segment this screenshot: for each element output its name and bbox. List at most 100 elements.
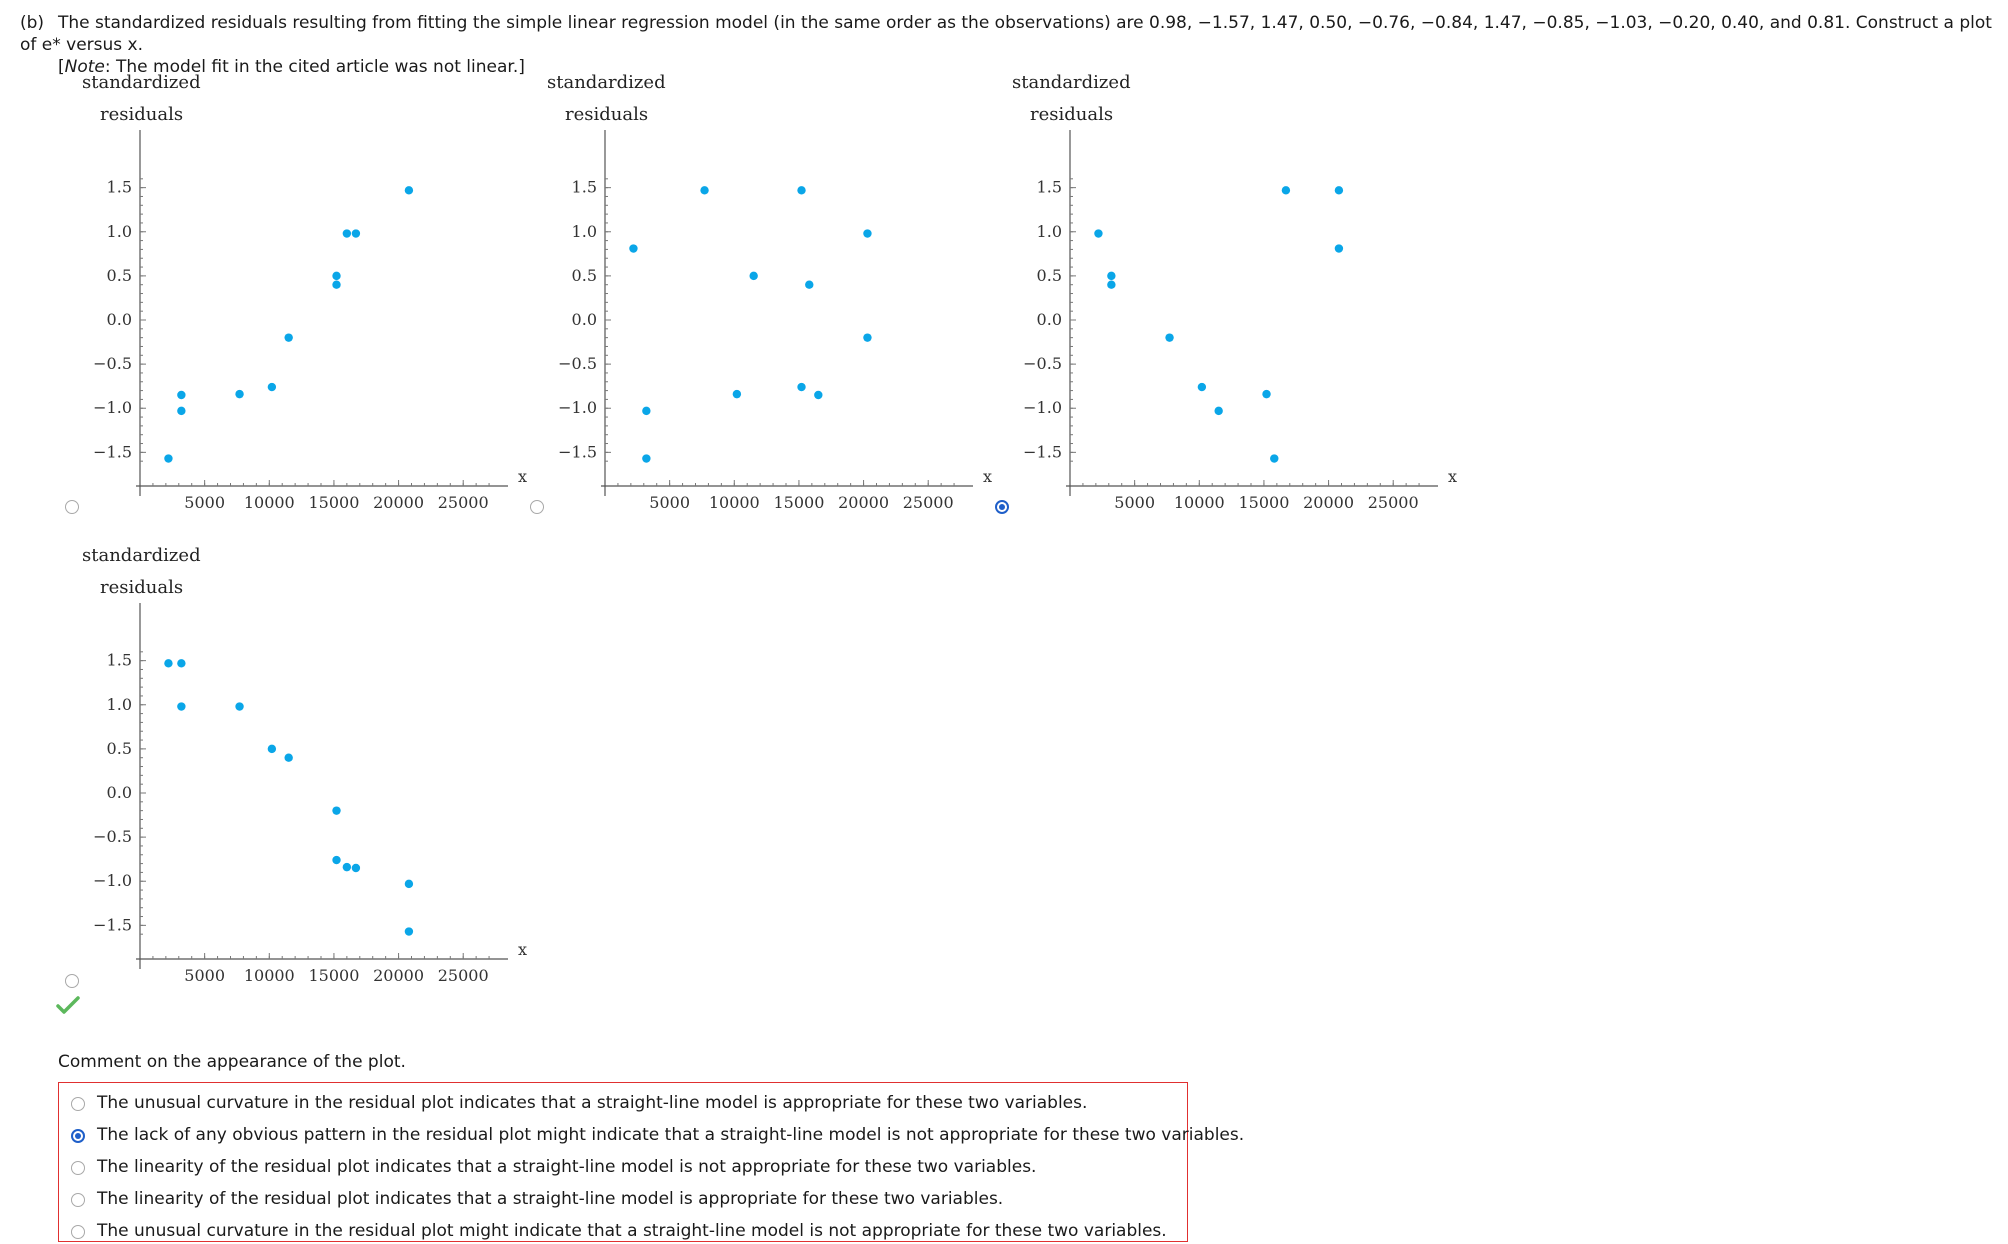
plot-option-1-radio[interactable] bbox=[65, 500, 79, 514]
data-point bbox=[235, 389, 244, 399]
data-point bbox=[863, 333, 872, 342]
plot-option-4-radio[interactable] bbox=[65, 974, 79, 988]
data-point bbox=[177, 659, 186, 668]
y-tick-label: −1.0 bbox=[93, 871, 132, 890]
comment-option-5-label: The unusual curvature in the residual pl… bbox=[97, 1221, 1167, 1241]
y-tick-label: 1.5 bbox=[572, 178, 597, 197]
y-tick-label: −1.5 bbox=[1023, 442, 1062, 461]
residual-plot-option-2: standardized residuals 1.5 1.0 0.5 0.0 −0.5 −1.… bbox=[527, 70, 992, 512]
data-point bbox=[342, 229, 352, 238]
plot-option-3-radio[interactable] bbox=[995, 500, 1009, 514]
x-tick-label: 15000 bbox=[773, 493, 824, 512]
x-tick-label: 5000 bbox=[1114, 493, 1155, 512]
comment-option-4[interactable]: The linearity of the residual plot indic… bbox=[71, 1188, 1181, 1212]
comment-option-4-radio[interactable] bbox=[71, 1193, 85, 1207]
y-tick-label: 1.5 bbox=[1037, 178, 1062, 197]
comment-options: The unusual curvature in the residual pl… bbox=[58, 1082, 1244, 1244]
y-tick-label: −1.0 bbox=[93, 398, 132, 417]
comment-option-3-label: The linearity of the residual plot indic… bbox=[97, 1157, 1037, 1177]
scatter-svg: standardized residuals 1.5 1.0 0.5 0.0 −0.5 −1.… bbox=[547, 72, 992, 512]
comment-option-3-radio[interactable] bbox=[71, 1161, 85, 1175]
data-point bbox=[267, 382, 277, 392]
y-tick-label: 1.0 bbox=[1037, 222, 1062, 241]
data-point bbox=[332, 271, 341, 281]
comment-option-1-radio[interactable] bbox=[71, 1097, 85, 1111]
x-tick-label: 20000 bbox=[373, 493, 424, 512]
x-tick-label: 5000 bbox=[649, 493, 690, 512]
data-point bbox=[332, 855, 341, 865]
comment-option-5-radio[interactable] bbox=[71, 1225, 85, 1239]
y-tick-label: −1.0 bbox=[1023, 398, 1062, 417]
y-tick-label: 0.5 bbox=[572, 266, 597, 285]
y-tick-label: 1.5 bbox=[107, 651, 132, 670]
data-point bbox=[732, 389, 742, 399]
data-point bbox=[351, 229, 361, 238]
comment-option-5[interactable]: The unusual curvature in the residual pl… bbox=[71, 1220, 1181, 1244]
x-tick-label: 5000 bbox=[184, 966, 225, 985]
y-tick-label: 1.0 bbox=[572, 222, 597, 241]
comment-option-3[interactable]: The linearity of the residual plot indic… bbox=[71, 1156, 1181, 1180]
x-tick-label: 10000 bbox=[244, 966, 295, 985]
x-tick-label: 10000 bbox=[244, 493, 295, 512]
comment-option-2-radio[interactable] bbox=[71, 1129, 85, 1143]
scatter-svg: standardized residuals 1.5 1.0 0.5 0.0 −0.5 −1.… bbox=[82, 545, 527, 985]
x-tick-label: 25000 bbox=[1368, 493, 1419, 512]
y-tick-label: 0.0 bbox=[572, 310, 597, 329]
comment-option-1[interactable]: The unusual curvature in the residual pl… bbox=[71, 1092, 1181, 1116]
residual-plot-option-1: standardized residuals 1.5 1.0 0.5 0.0 −0.5 −1.… bbox=[62, 70, 527, 512]
question-line-1: (b) The standardized residuals resulting … bbox=[20, 12, 2000, 56]
y-axis-label-line-2: residuals bbox=[100, 104, 183, 125]
data-point bbox=[814, 390, 823, 400]
y-tick-label: −0.5 bbox=[558, 354, 597, 373]
y-tick-label: 0.0 bbox=[107, 783, 132, 802]
y-tick-label: 0.5 bbox=[107, 739, 132, 758]
y-tick-label: 1.0 bbox=[107, 695, 132, 714]
scatter-svg: standardized residuals 1.5 1.0 0.5 0.0 −0.5 −1.… bbox=[82, 72, 527, 512]
data-point bbox=[1214, 406, 1223, 416]
x-tick-label: 15000 bbox=[308, 493, 359, 512]
data-point bbox=[700, 186, 709, 195]
x-tick-label: 15000 bbox=[308, 966, 359, 985]
y-tick-label: −0.5 bbox=[93, 354, 132, 373]
x-tick-label: 20000 bbox=[1303, 493, 1354, 512]
x-tick-label: 20000 bbox=[373, 966, 424, 985]
x-tick-label: 25000 bbox=[438, 966, 489, 985]
data-point bbox=[177, 406, 186, 416]
data-point bbox=[1281, 186, 1291, 195]
data-point bbox=[749, 271, 758, 281]
y-axis-label-line-1: standardized bbox=[82, 545, 201, 566]
y-tick-label: 0.0 bbox=[1037, 310, 1062, 329]
data-point bbox=[267, 744, 277, 754]
question-text: (b) The standardized residuals resulting … bbox=[20, 12, 2000, 78]
x-tick-label: 25000 bbox=[438, 493, 489, 512]
data-point bbox=[805, 280, 814, 289]
x-axis-label: x bbox=[1448, 467, 1457, 486]
data-point bbox=[642, 454, 651, 463]
data-point bbox=[164, 659, 173, 668]
data-point bbox=[1334, 244, 1344, 253]
y-tick-label: 1.5 bbox=[107, 178, 132, 197]
plot-option-2-radio[interactable] bbox=[530, 500, 544, 514]
question-body: The standardized residuals resulting fro… bbox=[20, 13, 1992, 55]
y-axis-label-line-1: standardized bbox=[82, 72, 201, 93]
data-point bbox=[797, 186, 806, 195]
y-tick-label: −1.5 bbox=[558, 442, 597, 461]
question-note: [Note: The model fit in the cited articl… bbox=[20, 56, 2000, 78]
comment-option-2[interactable]: The lack of any obvious pattern in the r… bbox=[71, 1124, 1244, 1148]
note-label: Note bbox=[64, 57, 105, 77]
data-point bbox=[629, 244, 638, 253]
residual-plot-option-3: standardized residuals 1.5 1.0 0.5 0.0 −0.5 −1.… bbox=[992, 70, 1457, 512]
y-tick-label: −0.5 bbox=[93, 827, 132, 846]
data-point bbox=[177, 702, 186, 711]
data-point bbox=[1334, 186, 1344, 195]
comment-option-2-label: The lack of any obvious pattern in the r… bbox=[97, 1125, 1245, 1145]
y-tick-label: 1.0 bbox=[107, 222, 132, 241]
y-axis-label-line-2: residuals bbox=[100, 577, 183, 598]
data-point bbox=[1262, 389, 1271, 399]
data-point bbox=[342, 862, 352, 872]
x-axis-label: x bbox=[518, 467, 527, 486]
y-tick-label: −1.0 bbox=[558, 398, 597, 417]
data-point bbox=[1270, 454, 1279, 463]
x-axis-label: x bbox=[983, 467, 992, 486]
comment-option-4-label: The linearity of the residual plot indic… bbox=[97, 1189, 1004, 1209]
